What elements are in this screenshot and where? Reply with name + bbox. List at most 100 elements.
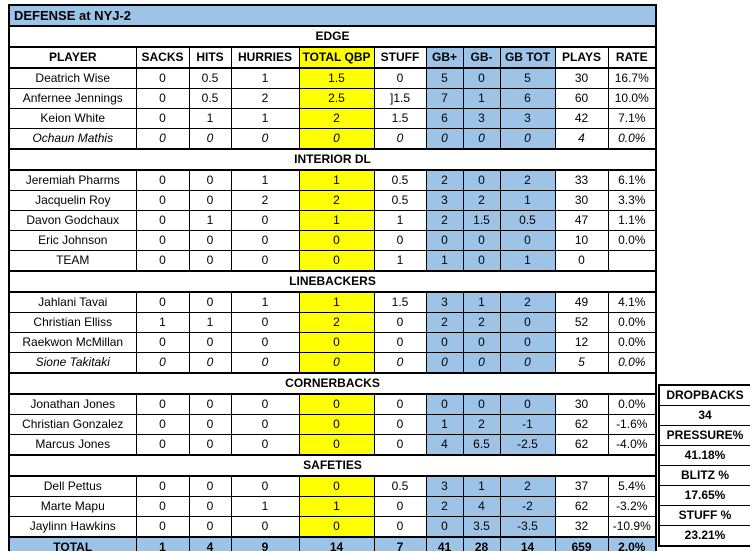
stat-cell-stuff[interactable]: 1.5: [373, 291, 427, 313]
stat-cell-sacks[interactable]: 0: [135, 210, 190, 231]
stat-cell-gb[interactable]: 2: [425, 312, 464, 333]
stat-cell-stuff[interactable]: 0: [373, 434, 427, 456]
column-header-gb[interactable]: GB-: [462, 46, 501, 69]
total-stat-cell-sacks[interactable]: 1: [135, 536, 190, 551]
player-name-cell[interactable]: Davon Godchaux: [8, 210, 137, 231]
stat-cell-rate[interactable]: 0.0%: [607, 393, 657, 415]
stat-cell-plays[interactable]: 62: [554, 434, 609, 456]
stat-cell-hurries[interactable]: 2: [230, 88, 300, 109]
stat-cell-plays[interactable]: 60: [554, 88, 609, 109]
stat-cell-hurries[interactable]: 0: [230, 210, 300, 231]
stat-cell-hurries[interactable]: 2: [230, 190, 300, 211]
stat-cell-rate[interactable]: [607, 250, 657, 272]
stat-cell-hits[interactable]: 0: [188, 496, 232, 517]
column-header-plays[interactable]: PLAYS: [554, 46, 609, 69]
stat-cell-total-qbp[interactable]: 0: [298, 332, 375, 353]
stat-cell-total-qbp[interactable]: 0: [298, 128, 375, 150]
stat-cell-hurries[interactable]: 1: [230, 496, 300, 517]
stat-cell-rate[interactable]: 1.1%: [607, 210, 657, 231]
stat-cell-gb[interactable]: 0: [425, 393, 464, 415]
stat-cell-gb-tot[interactable]: -2: [499, 496, 556, 517]
stat-cell-total-qbp[interactable]: 1: [298, 291, 375, 313]
stat-cell-gb[interactable]: 0: [425, 516, 464, 538]
stat-cell-hits[interactable]: 0: [188, 434, 232, 456]
player-name-cell[interactable]: Jonathan Jones: [8, 393, 137, 415]
stat-cell-hurries[interactable]: 0: [230, 352, 300, 374]
stat-cell-total-qbp[interactable]: 2.5: [298, 88, 375, 109]
stat-cell-rate[interactable]: 7.1%: [607, 108, 657, 129]
stat-cell-stuff[interactable]: 0: [373, 67, 427, 89]
panel-label-dropbacks[interactable]: DROPBACKS: [666, 388, 744, 402]
stat-cell-plays[interactable]: 62: [554, 414, 609, 435]
stat-cell-gb[interactable]: 2: [425, 169, 464, 191]
stat-cell-plays[interactable]: 5: [554, 352, 609, 374]
stat-cell-gb[interactable]: 3: [425, 190, 464, 211]
stat-cell-hits[interactable]: 1: [188, 312, 232, 333]
stat-cell-total-qbp[interactable]: 0: [298, 434, 375, 456]
stat-cell-gb-tot[interactable]: 1: [499, 250, 556, 272]
stat-cell-total-qbp[interactable]: 1: [298, 169, 375, 191]
stat-cell-gb-tot[interactable]: -2.5: [499, 434, 556, 456]
stat-cell-hits[interactable]: 0: [188, 475, 232, 497]
stat-cell-hurries[interactable]: 0: [230, 250, 300, 272]
stat-cell-rate[interactable]: 0.0%: [607, 128, 657, 150]
stat-cell-gb-tot[interactable]: 6: [499, 88, 556, 109]
stat-cell-gb[interactable]: 0: [462, 230, 501, 251]
stat-cell-plays[interactable]: 37: [554, 475, 609, 497]
stat-cell-gb[interactable]: 3: [462, 108, 501, 129]
stat-cell-gb[interactable]: 0: [425, 128, 464, 150]
stat-cell-stuff[interactable]: 0: [373, 496, 427, 517]
stat-cell-rate[interactable]: -3.2%: [607, 496, 657, 517]
stat-cell-plays[interactable]: 62: [554, 496, 609, 517]
stat-cell-gb-tot[interactable]: 1: [499, 190, 556, 211]
player-name-cell[interactable]: Marcus Jones: [8, 434, 137, 456]
stat-cell-sacks[interactable]: 0: [135, 250, 190, 272]
stat-cell-gb[interactable]: 3: [425, 475, 464, 497]
stat-cell-gb[interactable]: 2: [462, 414, 501, 435]
stat-cell-gb[interactable]: 4: [462, 496, 501, 517]
stat-cell-gb[interactable]: 0: [462, 67, 501, 89]
stat-cell-gb[interactable]: 1: [462, 475, 501, 497]
column-header-player[interactable]: PLAYER: [8, 46, 137, 69]
stat-cell-total-qbp[interactable]: 2: [298, 108, 375, 129]
stat-cell-sacks[interactable]: 0: [135, 414, 190, 435]
stat-cell-stuff[interactable]: 0.5: [373, 475, 427, 497]
stat-cell-plays[interactable]: 0: [554, 250, 609, 272]
column-header-gb-tot[interactable]: GB TOT: [499, 46, 556, 69]
stat-cell-gb[interactable]: 0: [425, 230, 464, 251]
stat-cell-hurries[interactable]: 1: [230, 169, 300, 191]
stat-cell-hits[interactable]: 0: [188, 250, 232, 272]
stat-cell-gb-tot[interactable]: 2: [499, 291, 556, 313]
player-name-cell[interactable]: Deatrich Wise: [8, 67, 137, 89]
section-header-cornerbacks[interactable]: CORNERBACKS: [8, 372, 657, 395]
stat-cell-hurries[interactable]: 0: [230, 475, 300, 497]
stat-cell-plays[interactable]: 52: [554, 312, 609, 333]
stat-cell-plays[interactable]: 12: [554, 332, 609, 353]
stat-cell-total-qbp[interactable]: 0: [298, 516, 375, 538]
column-header-hits[interactable]: HITS: [188, 46, 232, 69]
stat-cell-gb-tot[interactable]: 5: [499, 67, 556, 89]
stat-cell-gb[interactable]: 0: [462, 250, 501, 272]
stat-cell-hurries[interactable]: 0: [230, 128, 300, 150]
stat-cell-hits[interactable]: 0: [188, 352, 232, 374]
column-header-rate[interactable]: RATE: [607, 46, 657, 69]
player-name-cell[interactable]: Jacquelin Roy: [8, 190, 137, 211]
stat-cell-sacks[interactable]: 1: [135, 312, 190, 333]
column-header-hurries[interactable]: HURRIES: [230, 46, 300, 69]
stat-cell-gb[interactable]: 0: [425, 352, 464, 374]
stat-cell-hurries[interactable]: 0: [230, 332, 300, 353]
section-header-edge[interactable]: EDGE: [8, 25, 657, 48]
section-header-safeties[interactable]: SAFETIES: [8, 454, 657, 477]
stat-cell-gb[interactable]: 0: [462, 352, 501, 374]
stat-cell-sacks[interactable]: 0: [135, 169, 190, 191]
stat-cell-hits[interactable]: 0: [188, 169, 232, 191]
stat-cell-hits[interactable]: 0: [188, 516, 232, 538]
stat-cell-hits[interactable]: 0: [188, 291, 232, 313]
player-name-cell[interactable]: Christian Gonzalez: [8, 414, 137, 435]
stat-cell-stuff[interactable]: 0: [373, 414, 427, 435]
total-stat-cell-hits[interactable]: 4: [188, 536, 232, 551]
stat-cell-hits[interactable]: 0.5: [188, 88, 232, 109]
stat-cell-hits[interactable]: 1: [188, 210, 232, 231]
stat-cell-hits[interactable]: 0: [188, 393, 232, 415]
panel-value-pressure[interactable]: 41.18%: [660, 445, 750, 465]
